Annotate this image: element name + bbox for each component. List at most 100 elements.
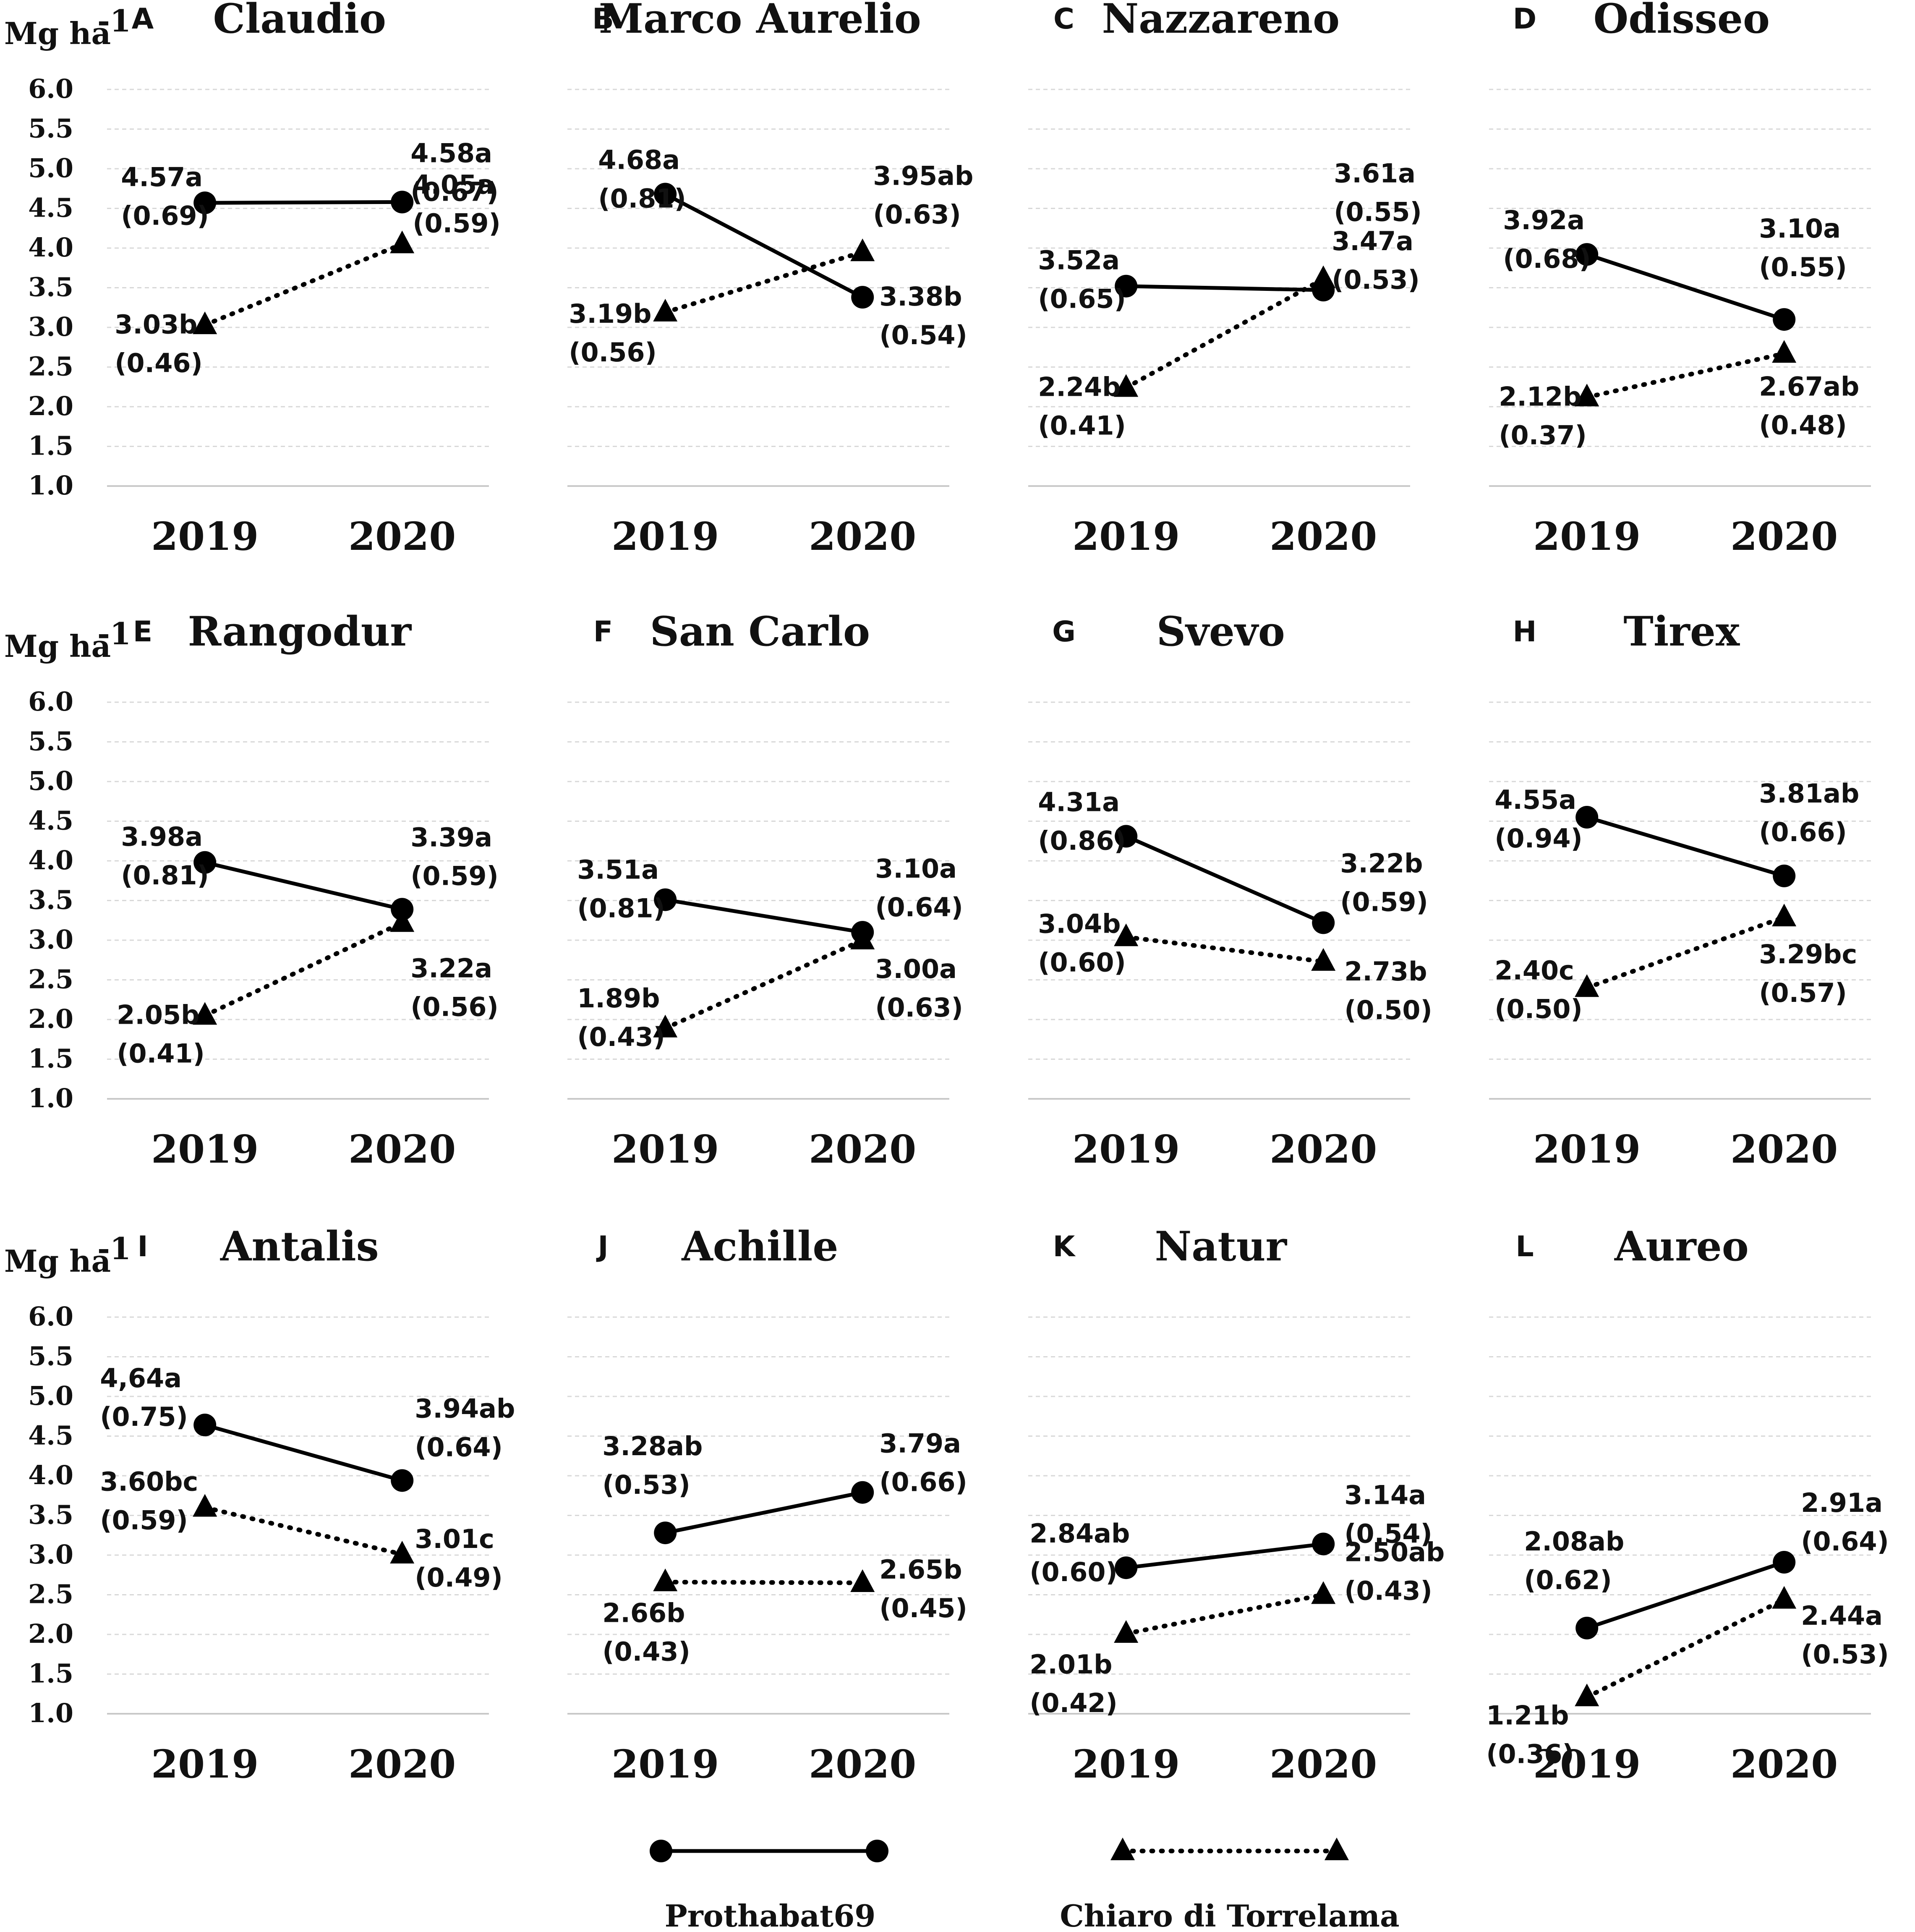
data-point-circle (193, 1414, 217, 1437)
data-point-triangle (1114, 374, 1139, 397)
data-point-circle (391, 191, 414, 214)
data-point-circle (193, 191, 217, 214)
data-label-value: 3.00a (875, 954, 957, 984)
data-label-sd: (0.41) (117, 1038, 205, 1069)
data-label-sd: (0.86) (1038, 825, 1126, 856)
legend-marker-circle (650, 1840, 672, 1862)
data-point-triangle (193, 1494, 217, 1517)
x-tick-label: 2020 (1730, 1127, 1838, 1172)
y-axis-label-exponent: -1 (97, 3, 131, 39)
series-line-prothabat69 (1126, 1542, 1324, 1570)
y-tick-label: 4.5 (28, 193, 73, 223)
data-label-sd: (0.37) (1499, 420, 1587, 450)
data-label-sd: (0.53) (1801, 1639, 1889, 1670)
data-point-triangle (1575, 384, 1599, 407)
panel-letter: I (137, 1230, 148, 1263)
y-tick-label: 2.0 (28, 1618, 73, 1649)
data-label-value: 3.22a (410, 953, 492, 983)
y-tick-label: 3.0 (28, 924, 73, 955)
panel-letter: H (1513, 615, 1537, 648)
legend-marker-triangle (1110, 1838, 1135, 1860)
data-label-value: 1.21b (1486, 1700, 1569, 1731)
data-label-sd: (0.59) (1340, 886, 1428, 917)
data-point-circle (654, 888, 677, 911)
data-label-sd: (0.65) (1038, 284, 1126, 314)
series-line-chiaro-di-torrelama (1123, 1592, 1326, 1636)
data-label-sd: (0.57) (1759, 978, 1847, 1008)
series-line-chiaro-di-torrelama (202, 920, 405, 1018)
data-label-sd: (0.66) (1759, 817, 1847, 847)
panel-letter: F (593, 615, 613, 648)
x-tick-label: 2019 (151, 514, 259, 559)
y-tick-label: 5.0 (28, 1380, 73, 1411)
y-tick-label: 3.5 (28, 1500, 73, 1530)
series-line-chiaro-di-torrelama (1123, 934, 1326, 964)
data-label-sd: (0.59) (413, 208, 501, 239)
data-label-sd: (0.50) (1494, 993, 1583, 1024)
data-point-circle (1312, 1532, 1335, 1556)
data-label-sd: (0.66) (879, 1467, 967, 1498)
data-label-value: 2.24b (1038, 372, 1121, 403)
data-point-triangle (1114, 1620, 1139, 1643)
data-label-value: 3.01c (415, 1524, 494, 1554)
data-label-sd: (0.67) (410, 176, 499, 207)
x-tick-label: 2019 (1533, 514, 1641, 559)
panel-letter: L (1515, 1230, 1534, 1263)
data-label-sd: (0.81) (121, 860, 209, 891)
panel-title: Tirex (1623, 608, 1740, 655)
x-tick-label: 2020 (809, 1741, 916, 1787)
data-point-triangle (1114, 923, 1139, 946)
series-line-prothabat69 (204, 860, 403, 911)
y-tick-label: 1.5 (28, 431, 73, 461)
y-tick-label: 4.5 (28, 1420, 73, 1451)
x-tick-label: 2020 (1730, 1741, 1838, 1787)
data-label-sd: (0.68) (1503, 243, 1591, 274)
data-point-triangle (850, 1569, 875, 1592)
y-tick-label: 6.0 (28, 1301, 73, 1332)
data-label-sd: (0.36) (1486, 1739, 1574, 1769)
data-label-value: 3.81ab (1759, 778, 1859, 809)
data-label-value: 2.50ab (1344, 1537, 1445, 1568)
data-label-sd: (0.50) (1344, 995, 1432, 1025)
data-label-value: 2.67ab (1759, 371, 1859, 402)
legend-marker-circle (866, 1840, 888, 1862)
series-line-prothabat69 (664, 192, 864, 299)
y-tick-label: 2.5 (28, 964, 73, 995)
y-tick-label: 4.0 (28, 1460, 73, 1490)
series-line-chiaro-di-torrelama (202, 1505, 405, 1557)
data-label-value: 3.10a (1759, 213, 1841, 244)
y-tick-label: 1.5 (28, 1043, 73, 1074)
data-label-value: 2.91a (1801, 1488, 1883, 1518)
data-point-triangle (850, 926, 875, 949)
panel-title: Svevo (1157, 608, 1285, 655)
panel-letter: G (1052, 615, 1076, 648)
data-label-sd: (0.81) (598, 183, 686, 214)
data-label-sd: (0.60) (1029, 1557, 1118, 1587)
data-point-triangle (1772, 903, 1797, 927)
series-line-chiaro-di-torrelama (1584, 915, 1787, 990)
data-label-value: 2.66b (602, 1597, 685, 1628)
data-point-circle (1312, 911, 1335, 934)
y-tick-label: 5.5 (28, 726, 73, 757)
data-point-circle (1115, 1556, 1138, 1579)
data-label-sd: (0.48) (1759, 410, 1847, 440)
data-label-value: 3.51a (577, 855, 659, 885)
y-tick-label: 4.0 (28, 232, 73, 263)
data-point-circle (1773, 864, 1796, 887)
data-point-circle (654, 1522, 677, 1545)
panel-letter: J (596, 1230, 608, 1263)
x-tick-label: 2020 (348, 1741, 456, 1787)
panel-letter: D (1513, 3, 1536, 36)
data-label-sd: (0.56) (569, 337, 657, 368)
series-line-prothabat69 (665, 1490, 863, 1535)
data-label-value: 3.94ab (415, 1393, 515, 1424)
data-label-sd: (0.54) (1344, 1519, 1432, 1549)
data-label-value: 4.31a (1038, 787, 1120, 817)
panel-title: Natur (1155, 1223, 1287, 1270)
data-label-value: 2.01b (1029, 1649, 1112, 1680)
panel-title: San Carlo (650, 608, 870, 655)
data-label-value: 2.12b (1499, 381, 1581, 412)
y-tick-label: 5.0 (28, 153, 73, 183)
x-tick-label: 2019 (151, 1127, 259, 1172)
data-label-value: 3.95ab (873, 160, 973, 191)
